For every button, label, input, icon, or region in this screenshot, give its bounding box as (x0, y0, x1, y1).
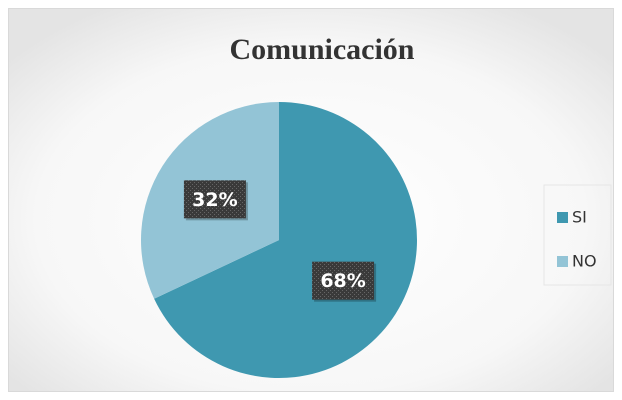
legend-swatch (557, 212, 568, 223)
value-label: 68% (320, 270, 365, 292)
label-box (312, 261, 375, 300)
pie-slice (154, 102, 418, 378)
chart-title: Comunicación (229, 33, 414, 66)
legend-label: SI (572, 208, 587, 227)
label-box (183, 180, 246, 219)
legend-swatch (557, 256, 568, 267)
legend-label: NO (572, 252, 597, 271)
value-label: 32% (192, 189, 237, 211)
legend-box (543, 184, 612, 286)
